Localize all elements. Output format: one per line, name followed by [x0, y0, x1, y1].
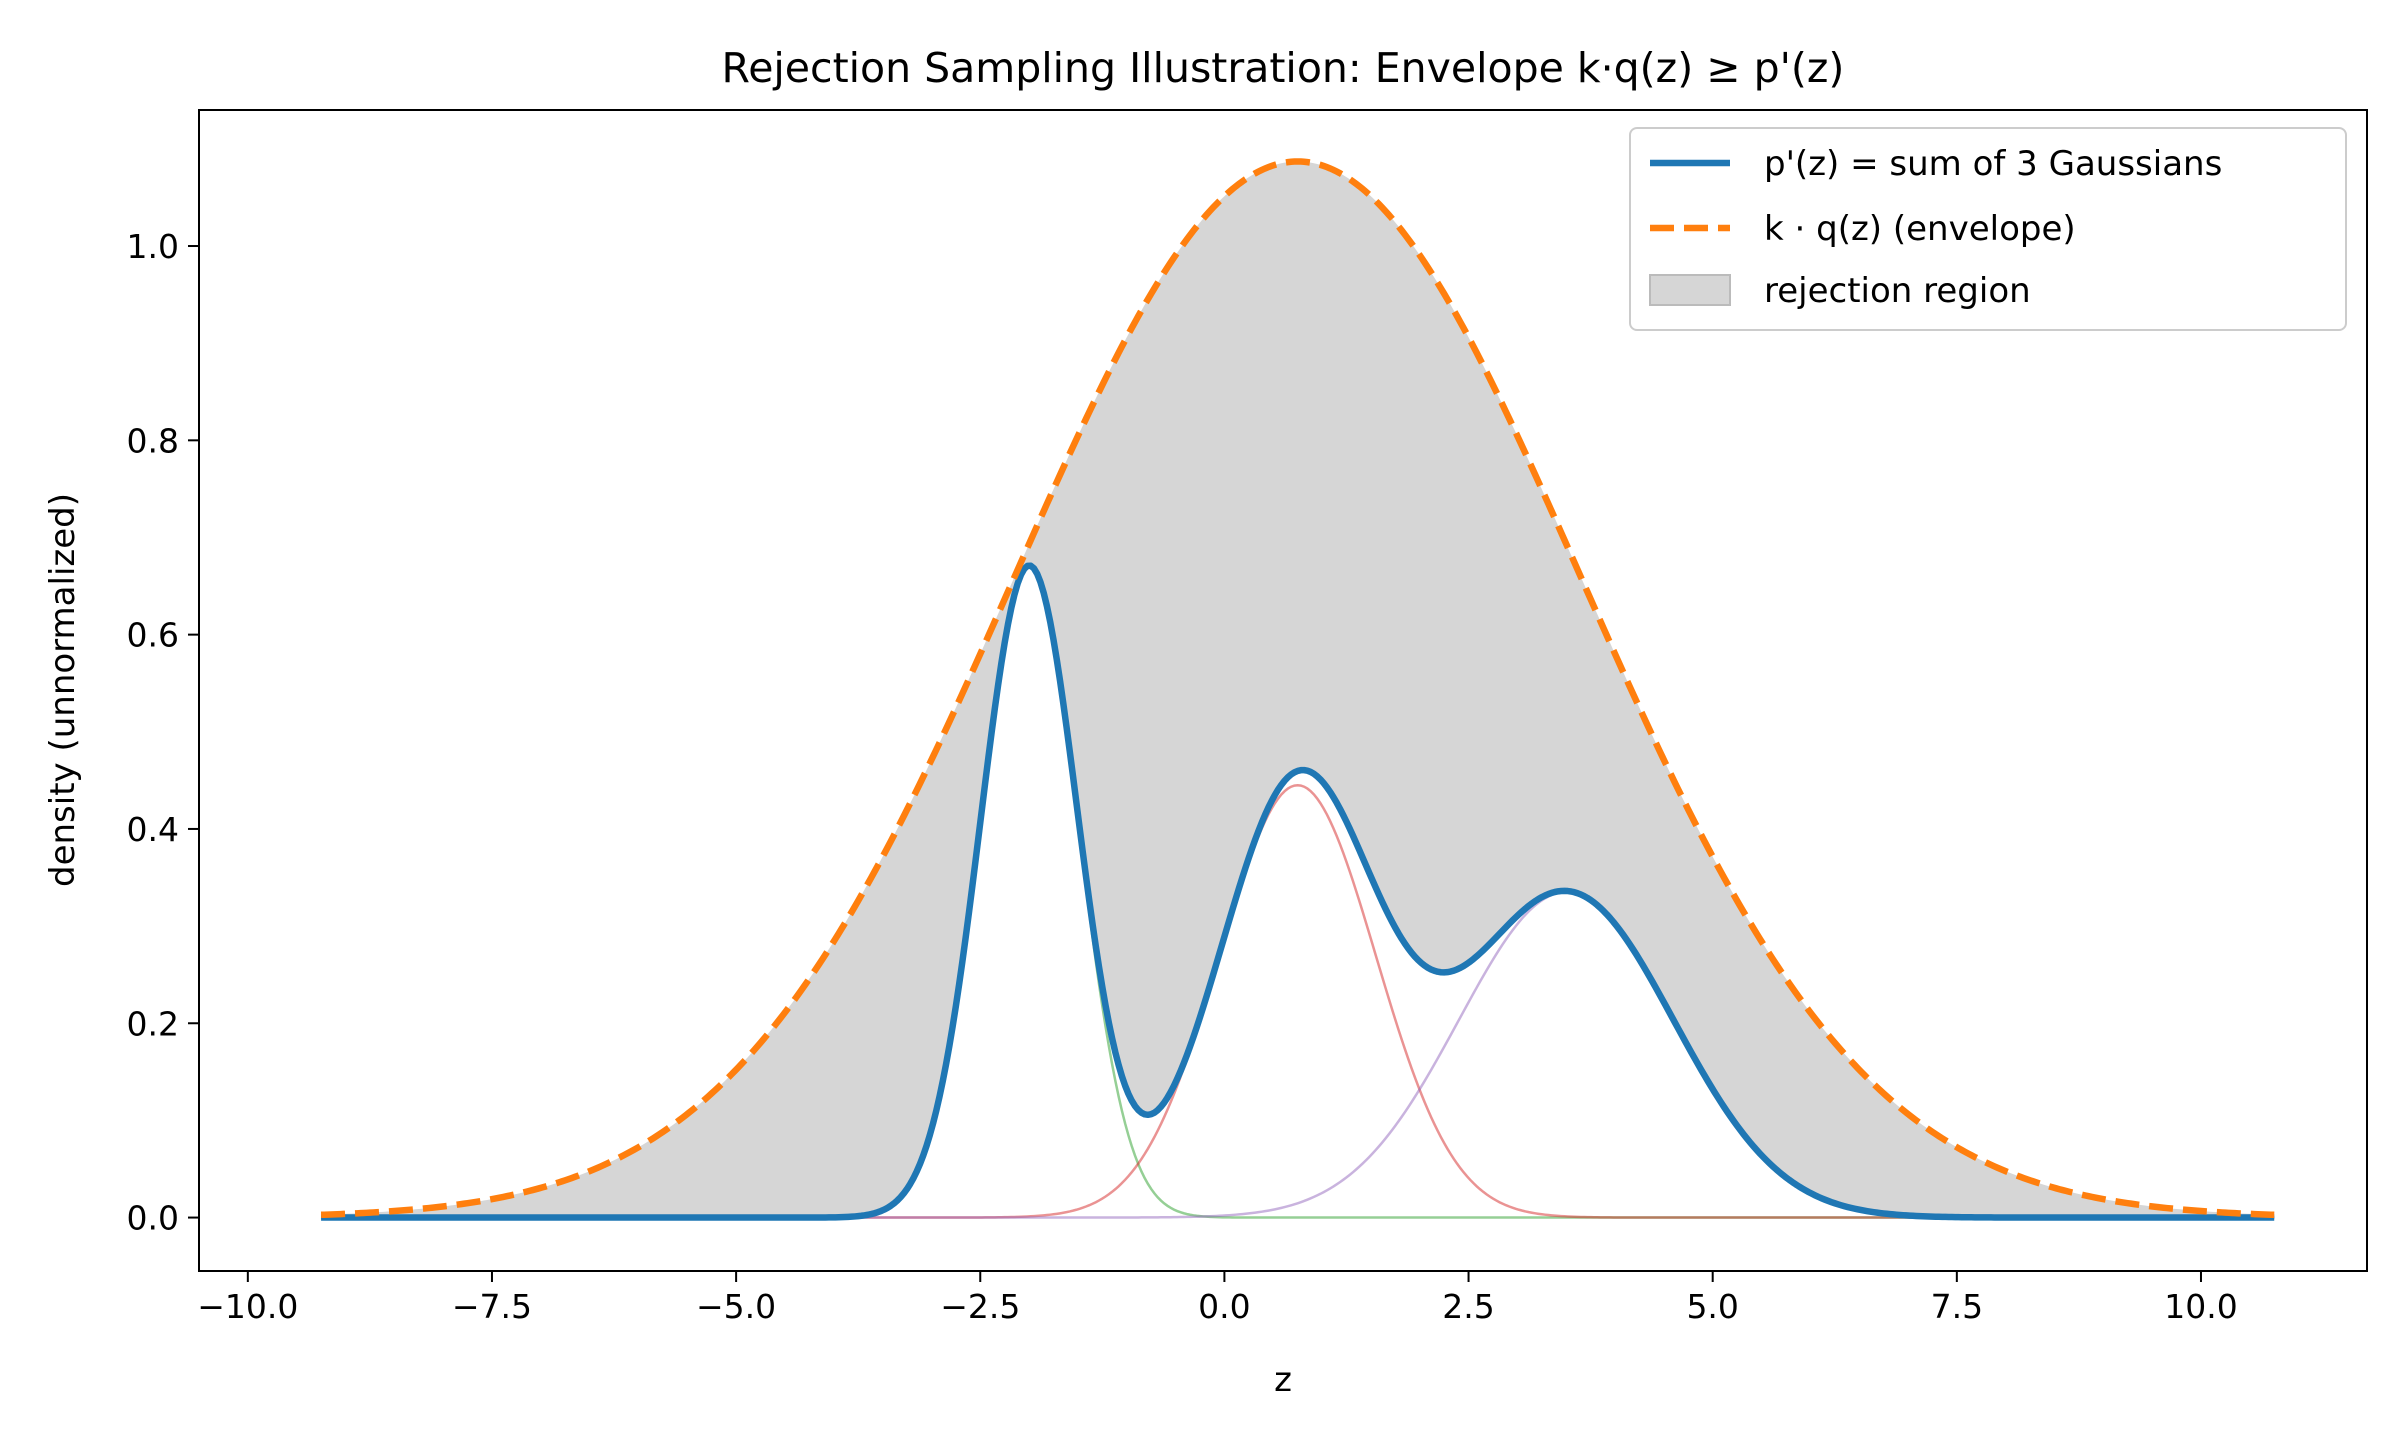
- legend-label-p-prime: p'(z) = sum of 3 Gaussians: [1764, 144, 2222, 184]
- x-tick-label: 5.0: [1686, 1287, 1738, 1326]
- chart-title: Rejection Sampling Illustration: Envelop…: [722, 44, 1845, 92]
- y-tick-label: 0.4: [127, 810, 179, 849]
- y-axis: 0.0 0.2 0.4 0.6 0.8 1.0: [127, 227, 199, 1238]
- x-tick-label: 7.5: [1931, 1287, 1983, 1326]
- legend: p'(z) = sum of 3 Gaussians k · q(z) (env…: [1629, 127, 2347, 331]
- y-tick-label: 0.6: [127, 616, 179, 655]
- x-axis: −10.0 −7.5 −5.0 −2.5 0.0 2.5 5.0 7.5 10.0: [197, 1271, 2238, 1326]
- x-axis-label: z: [1274, 1360, 1292, 1400]
- x-tick-label: −2.5: [940, 1287, 1020, 1326]
- envelope-series-line: [320, 158, 2275, 1219]
- x-tick-label: 0.0: [1198, 1287, 1250, 1326]
- x-tick-label: 2.5: [1442, 1287, 1494, 1326]
- legend-box: [1629, 127, 2347, 331]
- y-tick-label: 0.2: [127, 1004, 179, 1043]
- y-tick-label: 0.0: [127, 1199, 179, 1238]
- x-tick-label: −10.0: [197, 1287, 298, 1326]
- y-tick-label: 0.8: [127, 421, 179, 460]
- x-tick-label: −5.0: [696, 1287, 776, 1326]
- legend-swatch-rejection-region: [1649, 274, 1731, 306]
- plot-frame: [198, 109, 2368, 1272]
- legend-label-envelope: k · q(z) (envelope): [1764, 209, 2076, 249]
- x-tick-label: −7.5: [452, 1287, 532, 1326]
- rejection-region-fill: [321, 161, 2275, 1218]
- y-tick-label: 1.0: [127, 227, 179, 266]
- component-gaussian-red: [321, 783, 2275, 1219]
- y-axis-label: density (unnormalized): [43, 493, 83, 887]
- x-tick-label: 10.0: [2164, 1287, 2237, 1326]
- legend-label-rejection-region: rejection region: [1764, 271, 2031, 311]
- p-prime-series-line: [321, 562, 2275, 1221]
